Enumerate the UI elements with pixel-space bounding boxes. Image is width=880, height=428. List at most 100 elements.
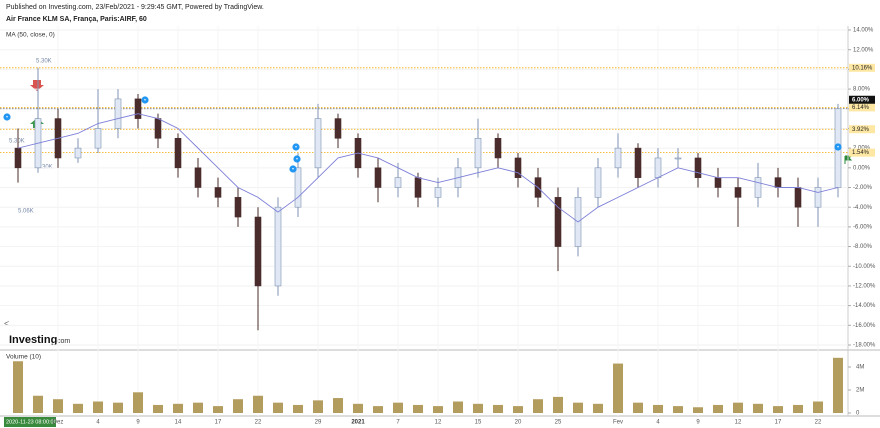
x-tick-label: 4 [96, 420, 100, 426]
candle-body [134, 98, 142, 119]
y-tick-label: -2.00% [853, 185, 873, 191]
y-tick-label: -18.00% [853, 343, 876, 349]
candle-body [634, 147, 642, 178]
level-box [849, 63, 875, 72]
volume-bar [13, 361, 23, 413]
candle-body [654, 157, 662, 178]
candle-body [374, 167, 382, 188]
candle-body [594, 167, 602, 198]
volume-bar [313, 400, 323, 413]
x-tick-label: 12 [435, 420, 442, 426]
x-tick-label: 25 [555, 420, 562, 426]
candle-body [234, 197, 242, 218]
volume-bar [73, 403, 83, 413]
volume-bar [673, 406, 683, 413]
volume-bar [173, 403, 183, 413]
level-label: 1.54% [852, 150, 870, 156]
event-marker [141, 96, 149, 104]
event-marker-icon: • [144, 98, 146, 104]
event-marker [289, 165, 297, 173]
volume-bar [453, 401, 463, 413]
chart-title: Air France KLM SA, França, Paris:AIRF, 6… [6, 16, 147, 23]
last-price-box [849, 95, 875, 104]
candle-body [94, 128, 102, 149]
volume-bar [353, 403, 363, 413]
event-marker-icon: • [292, 167, 294, 173]
x-tick-label: 12 [735, 420, 742, 426]
moving-average [17, 113, 839, 223]
x-tick-label: 15 [475, 420, 482, 426]
published-note: Published on Investing.com, 23/Feb/2021 … [6, 4, 264, 11]
volume-bar [193, 402, 203, 413]
scroll-arrow[interactable]: < [4, 318, 9, 328]
candle-body [154, 118, 162, 139]
level-label: 10.16% [852, 65, 873, 71]
volume-bar [153, 404, 163, 413]
y-tick-label: -10.00% [853, 264, 876, 270]
crosshair-label: 2020-11-23 08:00:00 [6, 419, 57, 425]
candle-body [254, 216, 262, 287]
x-tick-label: 9 [696, 420, 700, 426]
candle-body [414, 177, 422, 198]
volume-bar [633, 402, 643, 413]
candle-body [114, 98, 122, 129]
candle-body [814, 187, 822, 208]
candle-body [434, 187, 442, 198]
volume-bar [773, 406, 783, 413]
candle-body [294, 167, 302, 208]
candle-body [214, 187, 222, 198]
volume-bar [753, 403, 763, 413]
volume-bar [573, 402, 583, 413]
annotation: 5.30K [9, 139, 25, 145]
volume-bar [113, 402, 123, 413]
event-marker-icon: • [6, 115, 8, 121]
x-tick-label: 22 [815, 420, 822, 426]
x-tick-label: Fev [613, 420, 623, 426]
level-box [849, 148, 875, 157]
volume-tick-label: 2M [856, 388, 864, 394]
x-tick-label: 14 [175, 420, 182, 426]
volume-bar [53, 399, 63, 413]
volume-bar [493, 404, 503, 413]
event-marker [292, 143, 300, 151]
y-tick-label: -4.00% [853, 205, 873, 211]
y-tick-label: -14.00% [853, 303, 876, 309]
candle-body [174, 137, 182, 169]
indicator-label: MA (50, close, 0) [6, 32, 55, 39]
x-tick-label: 4 [656, 420, 660, 426]
x-tick-label: 20 [515, 420, 522, 426]
volume-bar [413, 404, 423, 413]
volume-bar [373, 406, 383, 413]
candle-body [474, 137, 482, 169]
volume-bar [293, 404, 303, 413]
volume-bar [533, 399, 543, 413]
volume-bar [133, 392, 143, 413]
crosshair-box [4, 417, 56, 427]
level-box [849, 125, 875, 134]
x-tick-label: 17 [215, 420, 222, 426]
volume-bar [473, 403, 483, 413]
volume-bar [553, 396, 563, 413]
volume-bar [273, 402, 283, 413]
event-marker-icon: • [295, 145, 297, 151]
level-label: 6.14% [852, 105, 870, 111]
volume-bar [693, 407, 703, 413]
x-tick-label: 29 [315, 420, 322, 426]
x-tick-label: 2021 [351, 420, 365, 426]
event-marker [3, 113, 11, 121]
candle-body [774, 177, 782, 188]
candle-body [794, 187, 802, 208]
y-tick-label: 8.00% [853, 87, 871, 93]
level-box [849, 103, 875, 112]
candle-body [314, 118, 322, 169]
sell-arrow [30, 80, 44, 91]
volume-bar [733, 402, 743, 413]
candle-body [494, 137, 502, 159]
candle-body [394, 177, 402, 188]
candle-body [514, 157, 522, 178]
volume-bar [213, 406, 223, 413]
annotation: 5.30K [36, 59, 52, 65]
y-tick-label: 12.00% [853, 47, 874, 53]
candle-body [334, 118, 342, 139]
